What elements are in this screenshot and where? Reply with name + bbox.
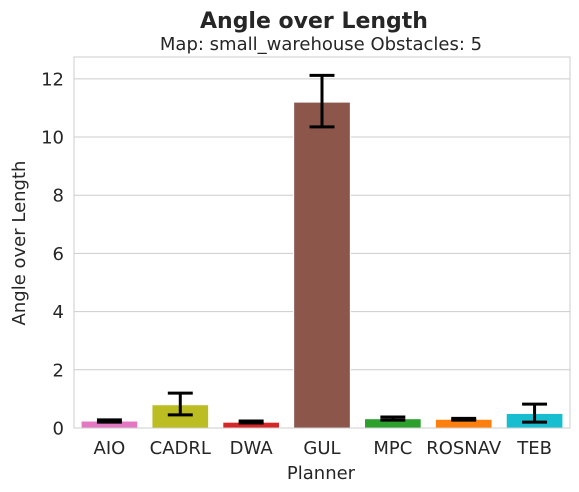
x-tick-label-teb: TEB: [516, 438, 552, 459]
x-tick-labels: AIO CADRL DWA GUL MPC ROSNAV TEB: [94, 438, 552, 459]
x-tick-label-cadrl: CADRL: [150, 438, 211, 459]
y-axis-label: Angle over Length: [9, 161, 30, 326]
chart-subtitle: Map: small_warehouse Obstacles: 5: [160, 34, 482, 55]
bars: [80, 101, 564, 429]
x-tick-label-mpc: MPC: [373, 438, 412, 459]
y-tick-label-6: 6: [53, 244, 64, 265]
x-tick-label-aio: AIO: [94, 438, 126, 459]
x-tick-label-dwa: DWA: [230, 438, 274, 459]
x-tick-label-gul: GUL: [303, 438, 340, 459]
x-tick-label-rosnav: ROSNAV: [426, 438, 502, 459]
y-tick-labels: 0 2 4 6 8 10 12: [41, 69, 64, 439]
y-tick-label-4: 4: [53, 302, 64, 323]
y-tick-label-0: 0: [53, 419, 64, 440]
x-axis-label: Planner: [287, 463, 356, 484]
chart-title: Angle over Length: [200, 9, 428, 34]
y-tick-label-8: 8: [53, 186, 64, 207]
plot-frame: [73, 56, 571, 429]
bar-gul: [293, 101, 351, 429]
y-tick-label-2: 2: [53, 360, 64, 381]
error-bars: [96, 73, 548, 425]
y-tick-label-10: 10: [41, 128, 64, 149]
y-tick-label-12: 12: [41, 69, 64, 90]
